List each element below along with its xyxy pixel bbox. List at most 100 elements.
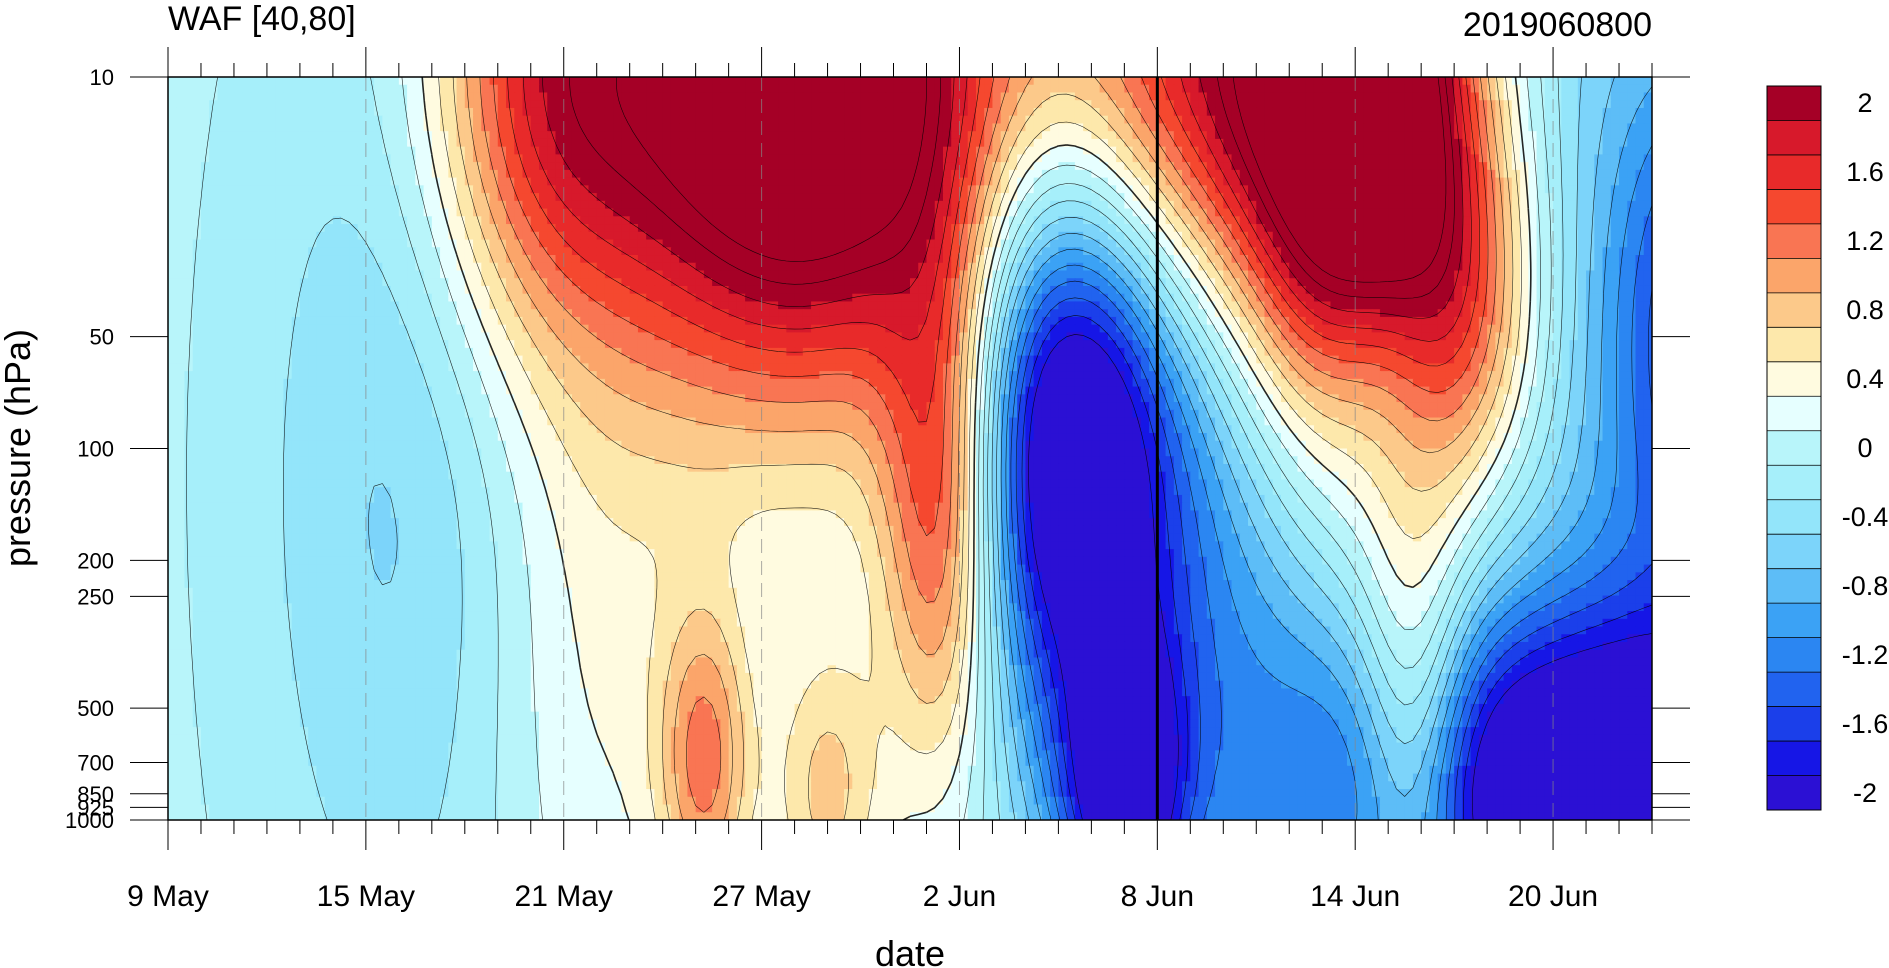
heatmap-cell — [217, 77, 226, 86]
heatmap-cell — [737, 147, 746, 156]
heatmap-cell — [844, 154, 853, 163]
heatmap-cell — [1363, 147, 1372, 156]
heatmap-cell — [448, 139, 457, 148]
heatmap-cell — [1545, 123, 1554, 132]
heatmap-cell — [704, 147, 713, 156]
heatmap-cell — [1520, 108, 1529, 117]
heatmap-cell — [1067, 77, 1076, 86]
heatmap-cell — [819, 123, 828, 132]
heatmap-cell — [580, 170, 589, 179]
heatmap-cell — [1042, 131, 1051, 140]
heatmap-cell — [391, 77, 400, 86]
heatmap-cell — [1265, 116, 1274, 125]
heatmap-cell — [1545, 100, 1554, 109]
heatmap-cell — [1388, 77, 1397, 86]
heatmap-cell — [828, 100, 837, 109]
heatmap-cell — [1545, 131, 1554, 140]
heatmap-cell — [1363, 131, 1372, 140]
heatmap-cell — [498, 123, 507, 132]
heatmap-cell — [234, 116, 243, 125]
heatmap-cell — [415, 108, 424, 117]
heatmap-cell — [984, 92, 993, 101]
heatmap-cell — [613, 85, 622, 94]
heatmap-cell — [852, 147, 861, 156]
heatmap-cell — [1067, 154, 1076, 163]
heatmap-cell — [1289, 147, 1298, 156]
heatmap-cell — [1487, 116, 1496, 125]
heatmap-cell — [992, 92, 1001, 101]
heatmap-cell — [778, 77, 787, 86]
heatmap-cell — [894, 85, 903, 94]
heatmap-cell — [234, 85, 243, 94]
heatmap-cell — [935, 162, 944, 171]
heatmap-cell — [811, 77, 820, 86]
heatmap-cell — [1627, 154, 1636, 163]
heatmap-cell — [910, 116, 919, 125]
heatmap-cell — [1421, 162, 1430, 171]
heatmap-cell — [193, 116, 202, 125]
heatmap-cell — [663, 77, 672, 86]
heatmap-cell — [415, 147, 424, 156]
heatmap-cell — [762, 85, 771, 94]
heatmap-cell — [926, 77, 935, 86]
heatmap-cell — [325, 108, 334, 117]
heatmap-cell — [1355, 100, 1364, 109]
heatmap-cell — [1314, 85, 1323, 94]
heatmap-cell — [753, 100, 762, 109]
heatmap-cell — [1289, 116, 1298, 125]
heatmap-cell — [168, 162, 177, 171]
heatmap-cell — [440, 139, 449, 148]
heatmap-cell — [1174, 85, 1183, 94]
heatmap-cell — [1619, 123, 1628, 132]
heatmap-cell — [267, 162, 276, 171]
heatmap-cell — [1322, 85, 1331, 94]
heatmap-cell — [638, 108, 647, 117]
heatmap-cell — [358, 147, 367, 156]
heatmap-cell — [1586, 92, 1595, 101]
heatmap-cell — [1248, 154, 1257, 163]
heatmap-cell — [1339, 92, 1348, 101]
heatmap-cell — [671, 108, 680, 117]
heatmap-cell — [795, 100, 804, 109]
heatmap-cell — [605, 92, 614, 101]
heatmap-cell — [745, 147, 754, 156]
heatmap-cell — [729, 170, 738, 179]
heatmap-cell — [1512, 162, 1521, 171]
heatmap-cell — [1289, 100, 1298, 109]
heatmap-cell — [300, 92, 309, 101]
heatmap-cell — [382, 147, 391, 156]
heatmap-cell — [184, 116, 193, 125]
heatmap-cell — [1413, 92, 1422, 101]
heatmap-cell — [1627, 147, 1636, 156]
heatmap-cell — [1355, 154, 1364, 163]
heatmap-cell — [1611, 147, 1620, 156]
heatmap-cell — [176, 147, 185, 156]
heatmap-cell — [283, 154, 292, 163]
heatmap-cell — [374, 85, 383, 94]
heatmap-cell — [267, 131, 276, 140]
heatmap-cell — [506, 170, 515, 179]
heatmap-cell — [399, 170, 408, 179]
heatmap-cell — [720, 116, 729, 125]
heatmap-cell — [1083, 108, 1092, 117]
heatmap-cell — [951, 77, 960, 86]
heatmap-cell — [457, 108, 466, 117]
heatmap-cell — [646, 123, 655, 132]
heatmap-cell — [646, 131, 655, 140]
heatmap-cell — [374, 92, 383, 101]
heatmap-cell — [283, 139, 292, 148]
heatmap-cell — [481, 139, 490, 148]
heatmap-cell — [910, 85, 919, 94]
heatmap-cell — [704, 77, 713, 86]
heatmap-cell — [885, 123, 894, 132]
heatmap-cell — [250, 85, 259, 94]
heatmap-cell — [753, 77, 762, 86]
heatmap-cell — [1619, 162, 1628, 171]
heatmap-cell — [432, 100, 441, 109]
heatmap-cell — [1141, 154, 1150, 163]
heatmap-cell — [729, 131, 738, 140]
heatmap-cell — [712, 92, 721, 101]
heatmap-cell — [399, 154, 408, 163]
heatmap-cell — [1240, 92, 1249, 101]
heatmap-cell — [803, 131, 812, 140]
